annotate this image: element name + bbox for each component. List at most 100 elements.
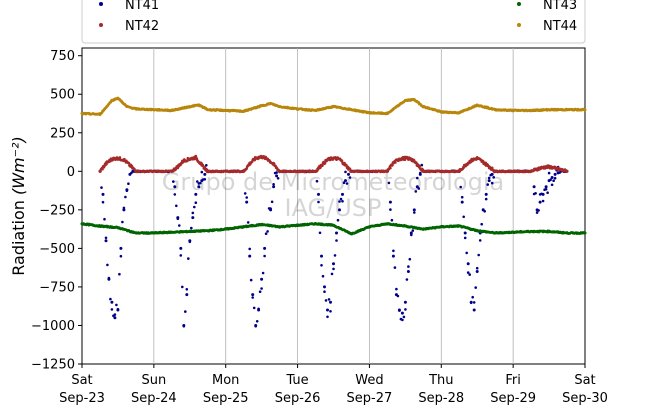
data-point <box>258 290 262 294</box>
data-point <box>481 160 485 164</box>
data-point <box>314 169 317 173</box>
data-point <box>541 166 545 169</box>
legend-marker <box>99 23 103 27</box>
data-point <box>278 225 282 229</box>
data-point <box>394 293 398 297</box>
data-point <box>80 112 84 115</box>
data-point <box>460 200 464 204</box>
data-point <box>390 218 394 222</box>
data-point <box>330 272 334 276</box>
data-point <box>439 225 443 229</box>
data-point <box>415 185 419 189</box>
data-point <box>535 208 539 212</box>
data-point <box>556 171 560 175</box>
x-tick-label-day: Sun <box>141 373 166 388</box>
data-point <box>182 159 186 162</box>
data-point <box>416 176 419 180</box>
data-point <box>547 179 551 183</box>
data-point <box>472 301 476 304</box>
data-point <box>439 110 443 114</box>
data-point <box>388 200 392 204</box>
data-point <box>128 163 132 167</box>
data-point <box>200 170 204 174</box>
data-point <box>565 169 569 173</box>
data-point <box>418 164 422 168</box>
legend-label: NT43 <box>543 0 577 13</box>
data-point <box>118 272 121 276</box>
data-point <box>342 181 346 184</box>
legend-item-nt44: NT44 <box>517 19 577 34</box>
data-point <box>367 225 371 229</box>
data-point <box>116 308 120 312</box>
data-point <box>391 164 394 167</box>
data-point <box>408 257 412 261</box>
x-tick-label-day: Sat <box>71 373 92 388</box>
data-point <box>324 299 328 302</box>
data-point <box>263 246 267 250</box>
data-point <box>203 178 207 181</box>
data-point <box>338 157 341 161</box>
data-point <box>550 183 554 187</box>
data-point <box>101 192 105 196</box>
data-point <box>475 229 479 233</box>
data-point <box>98 112 102 116</box>
data-point <box>538 200 542 204</box>
data-point <box>191 211 195 215</box>
data-point <box>251 293 255 297</box>
data-point <box>179 246 183 250</box>
data-point <box>412 208 416 212</box>
data-point <box>403 300 407 304</box>
data-point <box>327 298 331 301</box>
data-point <box>170 108 174 112</box>
data-point <box>336 218 340 222</box>
data-point <box>326 158 329 162</box>
data-point <box>270 200 274 204</box>
data-point <box>411 229 415 232</box>
data-point <box>413 211 416 214</box>
data-point <box>385 169 389 173</box>
data-point <box>188 229 192 233</box>
x-tick-label-date: Sep-25 <box>203 391 249 406</box>
data-point <box>98 169 102 173</box>
data-point <box>170 230 174 234</box>
data-point <box>206 229 210 233</box>
legend: NT41 NT42 NT43 NT44 <box>81 0 586 44</box>
data-point <box>457 111 461 115</box>
data-point <box>197 103 201 107</box>
data-point <box>127 182 130 185</box>
watermark-text: IAG/USP <box>284 194 381 222</box>
data-point <box>152 108 156 112</box>
data-point <box>206 169 210 173</box>
data-point <box>421 105 425 109</box>
data-point <box>511 230 515 234</box>
legend-item-nt41: NT41 <box>99 0 159 13</box>
data-point <box>347 172 350 176</box>
x-tick-label-date: Sep-24 <box>131 391 177 406</box>
data-point <box>403 224 407 228</box>
data-point <box>251 296 254 299</box>
data-point <box>173 193 177 196</box>
data-point <box>113 316 117 320</box>
data-point <box>245 196 248 199</box>
data-point <box>326 315 329 319</box>
data-point <box>122 208 126 212</box>
data-point <box>332 267 335 271</box>
data-point <box>104 236 108 240</box>
data-point <box>583 231 587 235</box>
data-point <box>314 222 317 226</box>
data-point <box>350 108 353 112</box>
data-point <box>547 171 551 175</box>
x-tick-label-date: Sep-28 <box>418 391 464 406</box>
y-tick-label: −1250 <box>31 358 75 373</box>
data-point <box>179 254 183 257</box>
data-point <box>493 231 497 235</box>
data-point <box>188 239 192 243</box>
data-point <box>121 220 124 224</box>
data-point <box>547 229 551 233</box>
data-point <box>320 163 323 167</box>
data-point <box>187 257 190 260</box>
data-point <box>469 300 473 304</box>
data-point <box>332 262 335 266</box>
data-point <box>80 222 84 226</box>
